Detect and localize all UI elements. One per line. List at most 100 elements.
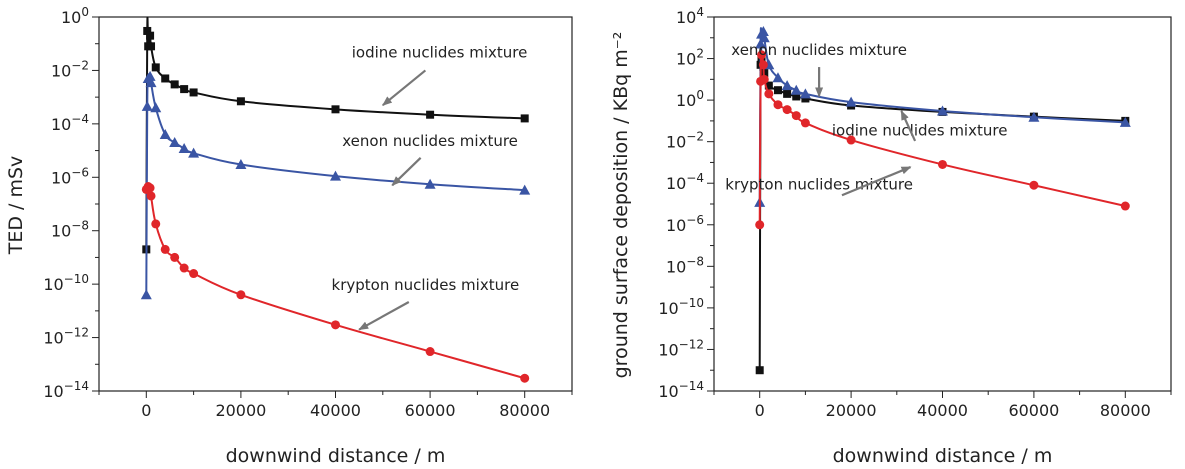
- x-axis-title: downwind distance / m: [226, 445, 446, 467]
- deposition-panel: 0 20000 40000 60000 80000 10−14 10−12 10−10 10−8…: [610, 5, 1172, 467]
- x-tick-label: 20000: [826, 401, 877, 420]
- data-point: [764, 81, 773, 90]
- y-tick-label: 104: [676, 5, 704, 27]
- x-tick-label: 80000: [499, 401, 550, 420]
- y-tick-label: 10−10: [43, 272, 89, 294]
- data-point: [144, 70, 156, 81]
- data-point: [140, 289, 152, 300]
- data-point: [236, 290, 246, 300]
- y-tick-label: 10−6: [51, 165, 89, 187]
- data-point: [169, 137, 181, 148]
- data-point: [161, 74, 170, 83]
- data-point: [783, 89, 792, 98]
- y-tick-label: 10−2: [666, 130, 704, 152]
- annotation-arrow: [841, 166, 912, 197]
- series-line: [758, 37, 1126, 371]
- x-tick-label: 0: [141, 401, 151, 420]
- series-annotation: krypton nuclides mixture: [332, 276, 520, 294]
- data-point: [331, 105, 340, 114]
- annotation-arrow: [900, 110, 917, 142]
- x-tick-label: 20000: [215, 401, 266, 420]
- x-tick-label: 80000: [1100, 401, 1151, 420]
- y-tick-label: 10−6: [666, 213, 704, 235]
- data-point: [143, 26, 152, 35]
- data-point: [145, 183, 155, 193]
- y-tick-label: 10−4: [51, 112, 89, 134]
- data-point: [236, 97, 245, 106]
- data-point: [180, 85, 189, 94]
- data-point: [1120, 201, 1130, 211]
- plot-frame: [713, 16, 1172, 392]
- data-point: [801, 94, 810, 103]
- data-point: [755, 366, 764, 375]
- y-tick-label: 100: [676, 88, 704, 110]
- data-point: [845, 96, 857, 107]
- data-point: [938, 159, 947, 169]
- ted-panel: 0 20000 40000 60000 80000 10−14 10−12 10−10 10−8…: [5, 5, 573, 467]
- data-point: [151, 63, 160, 72]
- data-point: [189, 88, 198, 97]
- data-point: [1119, 116, 1131, 127]
- data-point: [235, 159, 247, 170]
- y-tick-label: 10−8: [666, 254, 704, 276]
- data-point: [188, 147, 200, 158]
- x-tick-label: 60000: [405, 401, 456, 420]
- data-point: [757, 26, 769, 37]
- data-point: [792, 92, 801, 101]
- y-tick-label: 10−14: [658, 379, 704, 401]
- data-point: [141, 100, 153, 111]
- data-point: [937, 105, 948, 116]
- data-point: [782, 105, 792, 115]
- data-point: [773, 100, 783, 110]
- data-point: [159, 128, 171, 139]
- y-tick-label: 102: [676, 47, 704, 69]
- y-tick-label: 100: [61, 5, 89, 27]
- data-point: [759, 74, 769, 84]
- data-point: [170, 252, 180, 262]
- data-point: [772, 72, 784, 83]
- x-tick-label: 40000: [917, 401, 968, 420]
- y-axis-title: TED / mSv: [5, 156, 27, 256]
- y-tick-label: 10−12: [43, 326, 89, 348]
- y-axis-title: ground surface deposition / KBq m⁻²: [610, 32, 632, 379]
- series-annotation: xenon nuclides mixture: [731, 41, 907, 59]
- data-point: [781, 80, 793, 91]
- y-tick-label: 10−4: [666, 171, 704, 193]
- data-point: [150, 102, 162, 113]
- data-point: [519, 184, 531, 195]
- plot-frame: [98, 16, 573, 392]
- data-point: [757, 50, 767, 60]
- annotation-arrow: [382, 69, 427, 107]
- annotation-arrow: [358, 301, 410, 331]
- data-point: [520, 114, 529, 123]
- data-point: [758, 60, 768, 70]
- data-point: [773, 86, 782, 95]
- data-point: [146, 31, 155, 40]
- data-point: [1029, 180, 1039, 190]
- data-point: [179, 263, 189, 273]
- data-point: [146, 191, 156, 201]
- data-point: [758, 32, 770, 43]
- series-line: [758, 53, 1126, 225]
- data-point: [790, 84, 802, 95]
- data-point: [426, 110, 435, 119]
- data-point: [147, 42, 156, 51]
- data-point: [331, 320, 340, 330]
- data-point: [151, 219, 161, 229]
- data-point: [189, 269, 199, 279]
- y-tick-label: 10−12: [658, 337, 704, 359]
- series-annotation: iodine nuclides mixture: [352, 44, 528, 62]
- y-tick-label: 10−14: [43, 379, 89, 401]
- data-point: [791, 111, 801, 121]
- data-point: [799, 88, 811, 99]
- x-tick-label: 40000: [310, 401, 361, 420]
- y-tick-label: 10−2: [51, 58, 89, 80]
- data-point: [170, 80, 179, 89]
- data-point: [1028, 111, 1040, 122]
- data-point: [424, 178, 436, 189]
- data-point: [800, 118, 810, 128]
- data-point: [330, 170, 341, 181]
- x-tick-label: 0: [755, 401, 765, 420]
- series-annotation: xenon nuclides mixture: [342, 132, 518, 150]
